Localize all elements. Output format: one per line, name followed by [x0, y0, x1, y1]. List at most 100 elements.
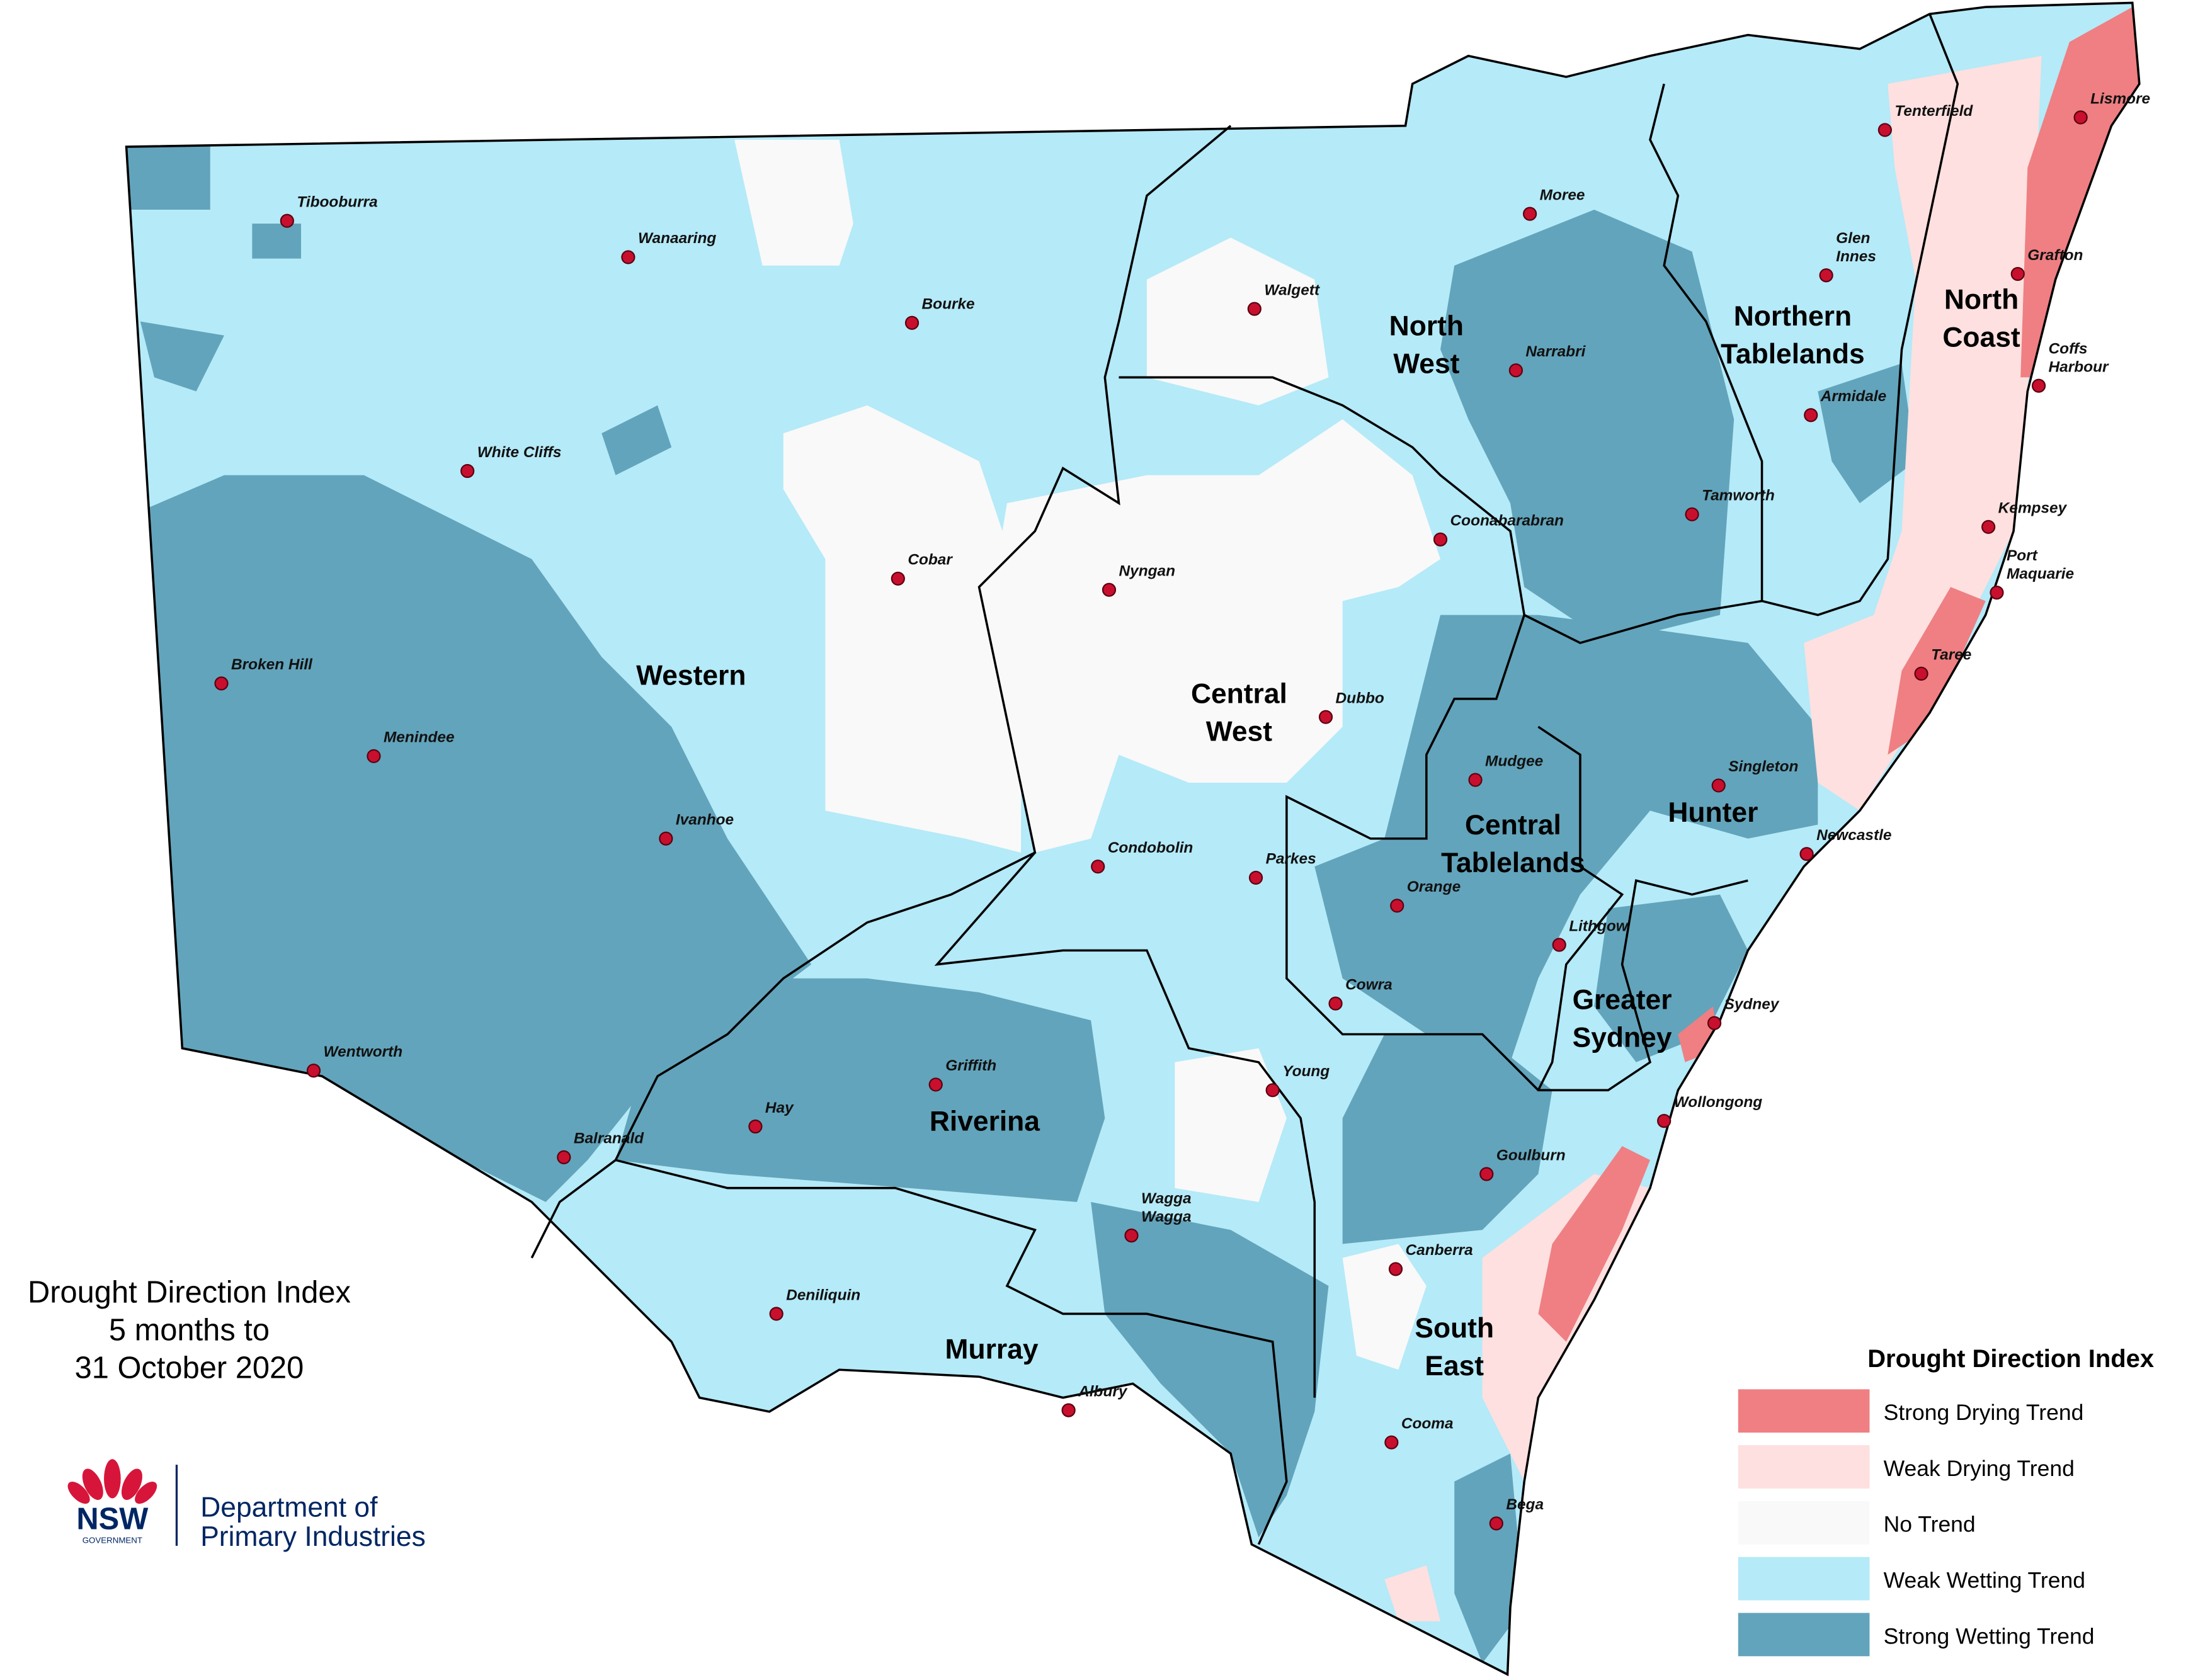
town-marker	[1877, 123, 1892, 137]
town-label: Dubbo	[1336, 690, 1384, 707]
town-marker	[769, 1307, 783, 1321]
town-label: Bourke	[922, 296, 975, 313]
region-label: Hunter	[1668, 797, 1758, 828]
town-label: Parkes	[1266, 851, 1316, 868]
town-marker	[1819, 268, 1833, 283]
legend-title: Drought Direction Index	[1867, 1345, 2154, 1373]
town-label: Cowra	[1345, 977, 1393, 994]
town-marker	[460, 463, 475, 479]
town-marker	[1388, 1262, 1403, 1276]
town-label: Kempsey	[1998, 500, 2068, 517]
town-label: Newcastle	[1816, 827, 1891, 844]
town-marker	[1522, 207, 1537, 221]
region-label: Greater	[1573, 985, 1672, 1016]
title-line: 31 October 2020	[75, 1351, 304, 1385]
town-label: Nyngan	[1119, 562, 1176, 579]
legend-label: Strong Wetting Trend	[1884, 1623, 2095, 1649]
region-boundary	[1537, 725, 1624, 1091]
town-marker	[928, 1077, 943, 1092]
town-marker	[904, 315, 920, 330]
region-labels: North West Northern Tablelands North Coast Wes…	[636, 285, 2020, 1382]
town-marker	[367, 749, 381, 763]
region-label: West	[1393, 349, 1459, 380]
town-label: Balranald	[574, 1130, 644, 1147]
logo-nsw: NSW	[76, 1502, 149, 1536]
legend-swatch	[1738, 1557, 1870, 1601]
town-marker	[1091, 860, 1105, 874]
town-marker	[1390, 899, 1404, 913]
legend-label: Weak Wetting Trend	[1884, 1568, 2085, 1593]
town-label: Tenterfield	[1894, 103, 1973, 120]
town-label: Ivanhoe	[676, 812, 734, 829]
region-label: North	[1389, 311, 1464, 342]
town-label: Maquarie	[2007, 565, 2074, 582]
town-label: Wagga	[1141, 1208, 1192, 1225]
logo-government: GOVERNMENT	[83, 1535, 142, 1545]
strong-wetting-area	[126, 475, 812, 1202]
town-marker	[1552, 938, 1566, 952]
town-label: Tamworth	[1702, 487, 1775, 504]
region-label: East	[1425, 1351, 1484, 1382]
town-label: Orange	[1407, 878, 1461, 895]
title-line: 5 months to	[109, 1314, 270, 1348]
town-label: Moree	[1540, 186, 1585, 203]
town-marker	[1799, 847, 1814, 861]
town-label: Wanaaring	[638, 230, 716, 247]
town-label: Coffs	[2049, 341, 2088, 358]
town-label: Goulburn	[1496, 1147, 1566, 1164]
town-label: White Cliffs	[477, 444, 562, 461]
town-marker	[1914, 666, 1928, 681]
town-label: Deniliquin	[786, 1286, 860, 1303]
region-label: Central	[1465, 810, 1561, 841]
town-marker	[891, 571, 905, 586]
town-label: Taree	[1931, 647, 1971, 664]
state-border	[125, 1, 2141, 1676]
town-label: Menindee	[384, 729, 455, 746]
town-marker	[1489, 1516, 1503, 1531]
town-label: Broken Hill	[231, 656, 313, 673]
strong-wetting-area	[1440, 209, 1734, 644]
town-marker	[1247, 302, 1262, 316]
town-label: Walgett	[1264, 281, 1320, 298]
legend-swatch	[1738, 1445, 1870, 1489]
region-label: South	[1415, 1313, 1494, 1344]
towns: Tibooburra Wanaaring Bourke White Cliffs Cob…	[214, 90, 2150, 1531]
town-marker	[214, 676, 229, 691]
region-boundary	[1119, 13, 1959, 644]
no-trend-area	[993, 419, 1441, 853]
town-label: Grafton	[2027, 247, 2083, 264]
town-label: Armidale	[1820, 388, 1886, 405]
town-label: Griffith	[945, 1057, 996, 1074]
legend-swatch	[1738, 1613, 1870, 1657]
region-label: Tablelands	[1721, 339, 1865, 370]
town-label: Wollongong	[1674, 1094, 1763, 1111]
town-marker	[1685, 507, 1699, 521]
town-marker	[280, 213, 294, 228]
town-marker	[1265, 1083, 1280, 1098]
town-marker	[1248, 870, 1263, 885]
region-label: Northern	[1734, 301, 1852, 332]
town-label: Singleton	[1728, 758, 1798, 775]
town-label: Sydney	[1724, 996, 1780, 1013]
region-boundaries	[530, 13, 1959, 1545]
legend-label: No Trend	[1884, 1512, 1976, 1537]
town-label: Innes	[1836, 248, 1876, 265]
town-marker	[1657, 1114, 1672, 1128]
town-label: Port	[2007, 547, 2038, 564]
town-marker	[1102, 582, 1117, 597]
region-boundary	[934, 851, 1316, 1398]
town-marker	[1990, 586, 2004, 600]
town-marker	[306, 1064, 321, 1078]
strong-drying-area	[1538, 7, 2139, 1342]
town-label: Cooma	[1401, 1415, 1454, 1432]
town-label: Coonabarabran	[1450, 513, 1564, 530]
region-label: North	[1944, 285, 2019, 315]
legend-label: Strong Drying Trend	[1884, 1400, 2084, 1425]
town-marker	[1328, 996, 1343, 1011]
town-marker	[1318, 710, 1333, 724]
town-label: Glen	[1836, 230, 1870, 247]
town-marker	[2073, 110, 2088, 125]
town-marker	[659, 831, 673, 846]
